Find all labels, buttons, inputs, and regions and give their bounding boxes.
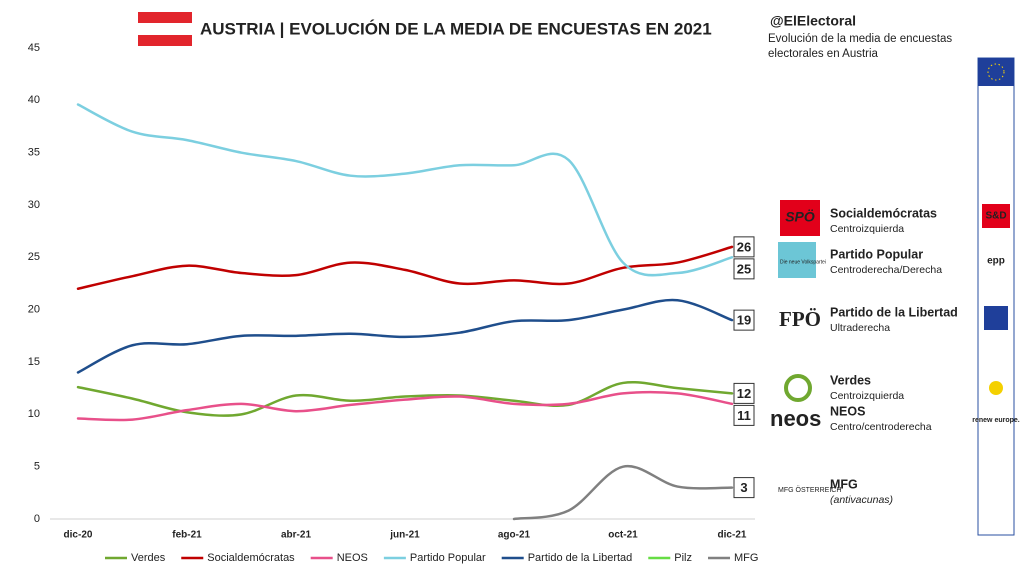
series-line [76,381,734,417]
party-name: Verdes [830,373,871,387]
party-ideology: (antivacunas) [830,494,893,506]
series-line [76,298,734,374]
party-ideology: Centroderecha/Derecha [830,264,942,276]
label-box [733,477,755,499]
party-logo: MFG ÖSTERREICH [778,486,841,494]
party-name: MFG [830,477,858,491]
party-logo: neos [770,406,821,431]
label-box [733,258,755,280]
flag-stripe [138,35,192,46]
logo-icon [784,374,812,402]
chart-title: AUSTRIA | EVOLUCIÓN DE LA MEDIA DE ENCUE… [200,19,712,38]
eu-stars [987,63,1005,81]
x-tick-label: dic-21 [718,530,747,541]
party-ideology: Centro/centroderecha [830,421,932,433]
party-logo: SPÖ [785,209,815,225]
group-logo: S&D [985,211,1006,222]
label-box [733,236,755,258]
logo-bg [778,242,816,278]
y-tick-label: 40 [28,94,40,106]
y-tick-label: 30 [28,199,40,211]
y-tick-label: 5 [34,461,40,473]
y-tick-label: 20 [28,304,40,316]
x-tick-label: abr-21 [281,530,311,541]
group-logo: epp [987,256,1005,267]
legend-label: Socialdemócratas [207,552,295,564]
x-tick-label: feb-21 [172,530,202,541]
eu-strip [977,57,1015,536]
y-tick-label: 0 [34,513,40,525]
party-ideology: Centroizquierda [830,223,904,235]
handle: @ElElectoral [770,13,856,29]
x-tick-label: jun-21 [389,530,420,541]
description: Evolución de la media de encuestas elect… [768,33,953,60]
y-tick-label: 15 [28,356,40,368]
group-bg [982,204,1010,228]
y-tick-label: 10 [28,408,40,420]
description-box: Evolución de la media de encuestas elect… [768,33,953,60]
label-box [733,382,755,404]
party-ideology: Centroizquierda [830,390,904,402]
label-box [733,404,755,426]
legend-label: MFG [734,552,758,564]
data-label: 11 [737,408,751,423]
party-logo: Die neue Volkspartei [780,259,826,265]
party-name: Partido de la Libertad [830,305,958,319]
y-tick-label: 25 [28,251,40,263]
series-line [76,103,734,277]
legend-label: Partido Popular [410,552,486,564]
legend-label: Partido de la Libertad [528,552,633,564]
party-logo: FPÖ [779,307,821,331]
logo-bg [780,200,820,236]
data-label: 12 [737,386,751,401]
party-name: Socialdemócratas [830,206,937,220]
group-icon [984,306,1008,330]
legend-label: Pilz [674,552,692,564]
group-icon [989,381,1003,395]
party-name: Partido Popular [830,247,923,261]
label-box [733,309,755,331]
series-line [512,464,734,521]
y-tick-label: 45 [28,42,40,54]
data-label: 26 [737,239,751,254]
party-name: NEOS [830,404,865,418]
series-line [76,245,734,290]
data-label: 3 [740,480,747,495]
data-label: 25 [737,261,751,276]
series-line [76,390,734,422]
group-logo: renew europe. [972,417,1020,424]
eu-flag [978,58,1014,86]
party-ideology: Ultraderecha [830,322,890,334]
legend-label: NEOS [337,552,368,564]
x-tick-label: dic-20 [64,530,93,541]
x-tick-label: ago-21 [498,530,531,541]
data-label: 19 [737,313,751,328]
y-tick-label: 35 [28,147,40,159]
flag-stripe [138,12,192,23]
x-tick-label: oct-21 [608,530,638,541]
legend-label: Verdes [131,552,166,564]
